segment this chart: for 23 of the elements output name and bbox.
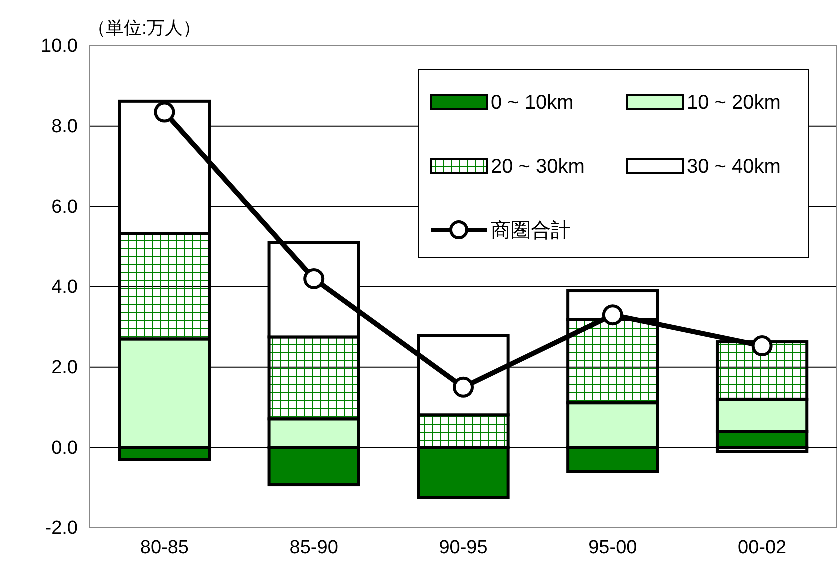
x-tick-label: 95-00 (588, 537, 638, 558)
legend-label: 0 ~ 10km (491, 92, 574, 114)
x-tick-label: 80-85 (140, 537, 190, 558)
y-tick-label: 6.0 (52, 196, 78, 218)
legend-label: 30 ~ 40km (687, 156, 781, 178)
point (752, 336, 773, 357)
point (453, 376, 474, 398)
point (602, 304, 624, 326)
y-tick-label: 8.0 (52, 116, 78, 138)
point (304, 268, 325, 290)
x-tick-label: 90-95 (439, 537, 488, 558)
y-tick-label: 0.0 (52, 438, 78, 459)
legend-label: 10 ~ 20km (687, 92, 781, 114)
x-tick-label: 00-02 (738, 537, 787, 558)
point (154, 102, 176, 123)
y-tick-label: -2.0 (45, 518, 78, 540)
x-tick-label: 85-90 (290, 537, 338, 558)
y-tick-label: 4.0 (52, 277, 78, 298)
y-tick-label: 10.0 (41, 36, 78, 58)
y-tick-label: 2.0 (52, 357, 78, 378)
legend-label: 20 ~ 30km (491, 156, 585, 178)
y-axis-title: （単位:万人） (88, 18, 202, 38)
legend-label: 商圏合計 (491, 220, 571, 242)
